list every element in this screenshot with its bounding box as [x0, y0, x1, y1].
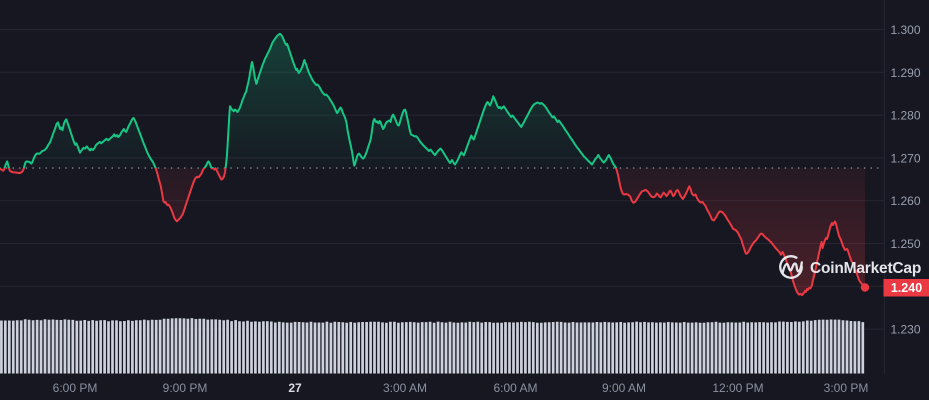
svg-text:9:00 PM: 9:00 PM	[163, 381, 208, 395]
svg-text:1.230: 1.230	[890, 323, 920, 337]
svg-text:1.280: 1.280	[890, 109, 920, 123]
svg-text:6:00 PM: 6:00 PM	[53, 381, 98, 395]
svg-text:1.290: 1.290	[890, 66, 920, 80]
svg-text:3:00 AM: 3:00 AM	[383, 381, 427, 395]
svg-text:1.260: 1.260	[890, 194, 920, 208]
svg-text:9:00 AM: 9:00 AM	[602, 381, 646, 395]
svg-text:12:00 PM: 12:00 PM	[712, 381, 763, 395]
svg-text:1.270: 1.270	[890, 151, 920, 165]
svg-text:1.250: 1.250	[890, 237, 920, 251]
svg-text:3:00 PM: 3:00 PM	[824, 381, 869, 395]
svg-text:6:00 AM: 6:00 AM	[493, 381, 537, 395]
svg-text:27: 27	[288, 381, 302, 395]
svg-text:1.300: 1.300	[890, 23, 920, 37]
svg-text:CoinMarketCap: CoinMarketCap	[810, 260, 921, 277]
svg-text:1.240: 1.240	[891, 281, 922, 295]
